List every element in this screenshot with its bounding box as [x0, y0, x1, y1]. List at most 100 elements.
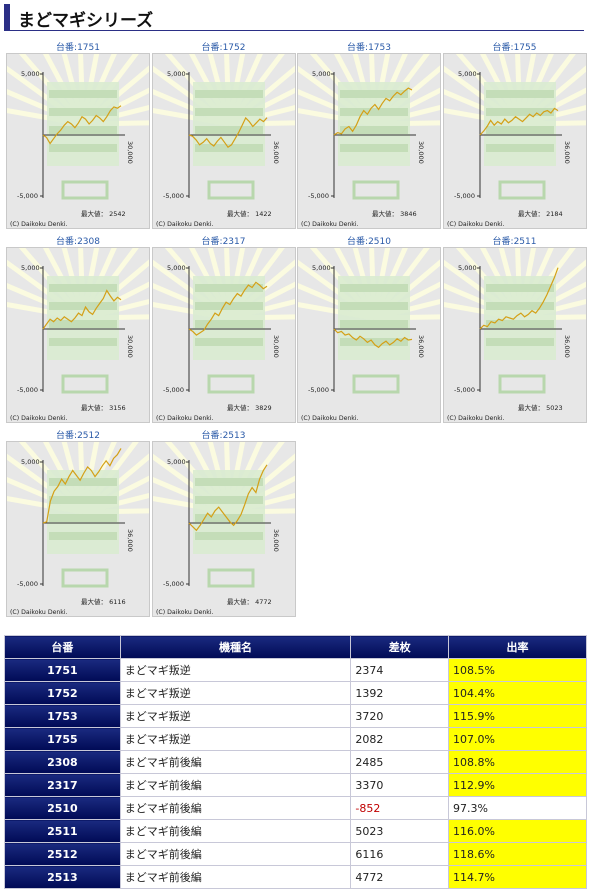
- graph-plot: 5,000 -5,000 36,000 最大値： 2184 (C) Daikoku De…: [442, 53, 587, 229]
- copyright-label: (C) Daikoku Denki.: [301, 221, 359, 228]
- graph-machine-label[interactable]: 台番:1751: [56, 43, 100, 53]
- graph-svg: 5,000 -5,000 36,000 (C) Daikoku Denki.: [298, 248, 440, 422]
- graph-background: [152, 54, 295, 200]
- page-title: まどマギシリーズ: [18, 11, 154, 31]
- coin-diff: 2082: [350, 727, 450, 751]
- table-row: 1751 まどマギ叛逆 2374 108.5%: [4, 658, 587, 682]
- x-tick-label: 30,000: [417, 141, 425, 164]
- machine-number: 2511: [4, 819, 121, 843]
- coin-diff: 6116: [350, 842, 450, 866]
- y-tick-label-top: 5,000: [167, 458, 186, 466]
- graph-plot: 5,000 -5,000 36,000 最大値： 4772 (C) Daikoku De…: [151, 441, 296, 617]
- graph-card[interactable]: 台番:2512 5,000 -5,000 36,000 最大値： 6116 (C) Dai…: [6, 428, 150, 618]
- max-value-label: 最大値： 4772: [227, 597, 272, 606]
- graph-svg: 5,000 -5,000 30,000 最大値： 2542 (C) Daikoku De…: [7, 54, 149, 228]
- copyright-label: (C) Daikoku Denki.: [156, 221, 214, 228]
- max-value-label: 最大値： 1422: [227, 209, 272, 218]
- y-tick-label-bottom: -5,000: [17, 192, 38, 200]
- y-tick-label-top: 5,000: [458, 70, 477, 78]
- graph-svg: 5,000 -5,000 36,000 最大値： 2184 (C) Daikoku De…: [443, 54, 586, 228]
- machine-number: 2512: [4, 842, 121, 866]
- series-line: [42, 289, 122, 330]
- y-tick-label-bottom: -5,000: [454, 386, 475, 394]
- copyright-label: (C) Daikoku Denki.: [10, 415, 68, 422]
- series-line: [479, 107, 558, 136]
- graph-machine-label[interactable]: 台番:1755: [492, 43, 537, 53]
- page-header: まどマギシリーズ: [4, 4, 584, 31]
- max-value-label: 最大値： 6116: [81, 597, 126, 606]
- graph-card[interactable]: 台番:2308 5,000 -5,000 30,000 最大値： 3156 (C) Dai…: [6, 234, 150, 424]
- graph-card[interactable]: 台番:2510 5,000 -5,000 36,000 (C) Daikoku Denk…: [297, 234, 441, 424]
- payout-rate: 97.3%: [448, 796, 587, 820]
- graph-plot: 5,000 -5,000 36,000 最大値： 5023 (C) Daikoku De…: [442, 247, 587, 423]
- graph-machine-label[interactable]: 台番:2512: [56, 431, 100, 441]
- graph-card[interactable]: 台番:1752 5,000 -5,000 36,000 最大値： 1422 (C) Dai…: [151, 40, 296, 230]
- series-line: [188, 464, 268, 532]
- max-value-label: 最大値： 3156: [81, 403, 126, 412]
- max-value-label: 最大値： 3829: [227, 403, 272, 412]
- y-tick-label-top: 5,000: [21, 70, 40, 78]
- graph-machine-label[interactable]: 台番:1753: [347, 43, 391, 53]
- graph-background: [298, 248, 440, 394]
- x-tick-label: 36,000: [563, 335, 571, 358]
- x-tick-label: 30,000: [126, 141, 134, 164]
- graph-background: [7, 54, 149, 200]
- chart-grid: 台番:1751 5,000 -5,000 30,000 最大値： 2542 (C) Dai…: [6, 40, 587, 617]
- max-value-label: 最大値： 3846: [372, 209, 417, 218]
- graph-card[interactable]: 台番:1753 5,000 -5,000 30,000 最大値： 3846 (C) Dai…: [297, 40, 441, 230]
- graph-plot: 5,000 -5,000 36,000 最大値： 1422 (C) Daikoku De…: [151, 53, 296, 229]
- graph-plot: 5,000 -5,000 30,000 最大値： 3846 (C) Daikoku De…: [297, 53, 441, 229]
- machine-number: 1755: [4, 727, 121, 751]
- graph-plot: 5,000 -5,000 30,000 最大値： 3156 (C) Daikoku De…: [6, 247, 150, 423]
- coin-diff: -852: [350, 796, 450, 820]
- y-tick-label-top: 5,000: [312, 264, 331, 272]
- y-tick-label-bottom: -5,000: [17, 580, 38, 588]
- table-row: 2317 まどマギ前後編 3370 112.9%: [4, 773, 587, 797]
- graph-machine-label[interactable]: 台番:2511: [492, 237, 537, 247]
- machine-number: 2510: [4, 796, 121, 820]
- y-tick-label-bottom: -5,000: [454, 192, 475, 200]
- y-tick-label-bottom: -5,000: [163, 386, 184, 394]
- payout-rate: 116.0%: [448, 819, 587, 843]
- y-tick-label-top: 5,000: [21, 458, 40, 466]
- table-row: 2512 まどマギ前後編 6116 118.6%: [4, 842, 587, 866]
- copyright-label: (C) Daikoku Denki.: [447, 415, 505, 422]
- graph-card[interactable]: 台番:2513 5,000 -5,000 36,000 最大値： 4772 (C) Dai…: [151, 428, 296, 618]
- model-name: まどマギ前後編: [119, 773, 352, 797]
- copyright-label: (C) Daikoku Denki.: [10, 609, 68, 616]
- payout-rate: 112.9%: [448, 773, 587, 797]
- graph-background: [152, 248, 295, 394]
- x-tick-label: 36,000: [272, 141, 280, 164]
- payout-rate: 108.5%: [448, 658, 587, 682]
- x-tick-label: 36,000: [126, 529, 134, 552]
- x-tick-label: 36,000: [272, 529, 280, 552]
- graph-machine-label[interactable]: 台番:2510: [347, 237, 391, 247]
- coin-diff: 3370: [350, 773, 450, 797]
- series-line: [333, 87, 413, 136]
- y-tick-label-top: 5,000: [167, 70, 186, 78]
- x-tick-label: 30,000: [126, 335, 134, 358]
- graph-machine-label[interactable]: 台番:2308: [56, 237, 100, 247]
- coin-diff: 2485: [350, 750, 450, 774]
- machine-table: 台番 機種名 差枚 出率 1751 まどマギ叛逆 2374 108.5% 1752 まどマ…: [4, 635, 587, 889]
- graph-card[interactable]: 台番:2317 5,000 -5,000 30,000 最大値： 3829 (C) Dai…: [151, 234, 296, 424]
- graph-card[interactable]: 台番:2511 5,000 -5,000 36,000 最大値： 5023 (C) Dai…: [442, 234, 587, 424]
- series-line: [42, 448, 122, 524]
- model-name: まどマギ前後編: [119, 796, 352, 820]
- graph-background: [443, 248, 586, 394]
- copyright-label: (C) Daikoku Denki.: [156, 415, 214, 422]
- graph-card[interactable]: 台番:1755 5,000 -5,000 36,000 最大値： 2184 (C) Dai…: [442, 40, 587, 230]
- header-model-name: 機種名: [119, 635, 352, 659]
- graph-machine-label[interactable]: 台番:2317: [201, 237, 246, 247]
- series-line: [333, 328, 413, 349]
- x-tick-label: 36,000: [563, 141, 571, 164]
- graph-machine-label[interactable]: 台番:1752: [201, 43, 246, 53]
- table-row: 2513 まどマギ前後編 4772 114.7%: [4, 865, 587, 889]
- table-header-row: 台番 機種名 差枚 出率: [4, 635, 587, 659]
- y-tick-label-bottom: -5,000: [163, 580, 184, 588]
- graph-card[interactable]: 台番:1751 5,000 -5,000 30,000 最大値： 2542 (C) Dai…: [6, 40, 150, 230]
- series-line: [188, 116, 267, 149]
- table-row: 2308 まどマギ前後編 2485 108.8%: [4, 750, 587, 774]
- graph-machine-label[interactable]: 台番:2513: [201, 431, 246, 441]
- coin-diff: 3720: [350, 704, 450, 728]
